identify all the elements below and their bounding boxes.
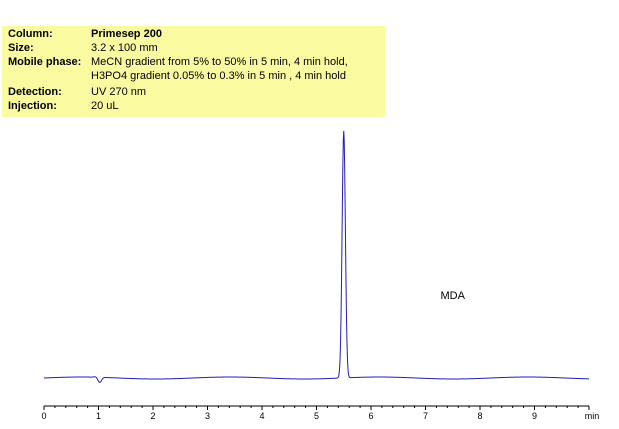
column-value: Primesep 200 bbox=[91, 28, 162, 40]
x-axis-ticks: 0 1 2 3 4 5 6 7 8 9 bbox=[41, 406, 590, 421]
method-info-box: Column: Primesep 200 Size: 3.2 x 100 mm … bbox=[2, 26, 385, 117]
peak-label-mda: MDA bbox=[441, 290, 466, 302]
detection-value: UV 270 nm bbox=[91, 86, 147, 98]
detection-label: Detection: bbox=[8, 86, 62, 98]
x-tick-label: 4 bbox=[259, 411, 264, 421]
x-tick-label: 7 bbox=[423, 411, 428, 421]
x-tick-label: 1 bbox=[96, 411, 101, 421]
mobile-phase-label: Mobile phase: bbox=[8, 56, 82, 68]
mobile-phase-line2: H3PO4 gradient 0.05% to 0.3% in 5 min , … bbox=[91, 70, 346, 82]
x-tick-label: 3 bbox=[205, 411, 210, 421]
injection-value: 20 uL bbox=[91, 100, 119, 112]
x-axis-unit-label: min bbox=[585, 411, 600, 421]
x-tick-label: 9 bbox=[532, 411, 537, 421]
column-label: Column: bbox=[8, 28, 53, 40]
chromatogram-trace bbox=[43, 130, 590, 383]
x-tick-label: 0 bbox=[41, 411, 46, 421]
size-label: Size: bbox=[8, 42, 34, 54]
x-tick-label: 5 bbox=[314, 411, 319, 421]
injection-label: Injection: bbox=[8, 100, 57, 112]
peak-annotations: MDA bbox=[441, 290, 466, 302]
size-value: 3.2 x 100 mm bbox=[91, 42, 158, 54]
x-tick-label: 6 bbox=[368, 411, 373, 421]
x-tick-label: 8 bbox=[477, 411, 482, 421]
x-tick-label: 2 bbox=[150, 411, 155, 421]
mobile-phase-line1: MeCN gradient from 5% to 50% in 5 min, 4… bbox=[91, 56, 348, 68]
